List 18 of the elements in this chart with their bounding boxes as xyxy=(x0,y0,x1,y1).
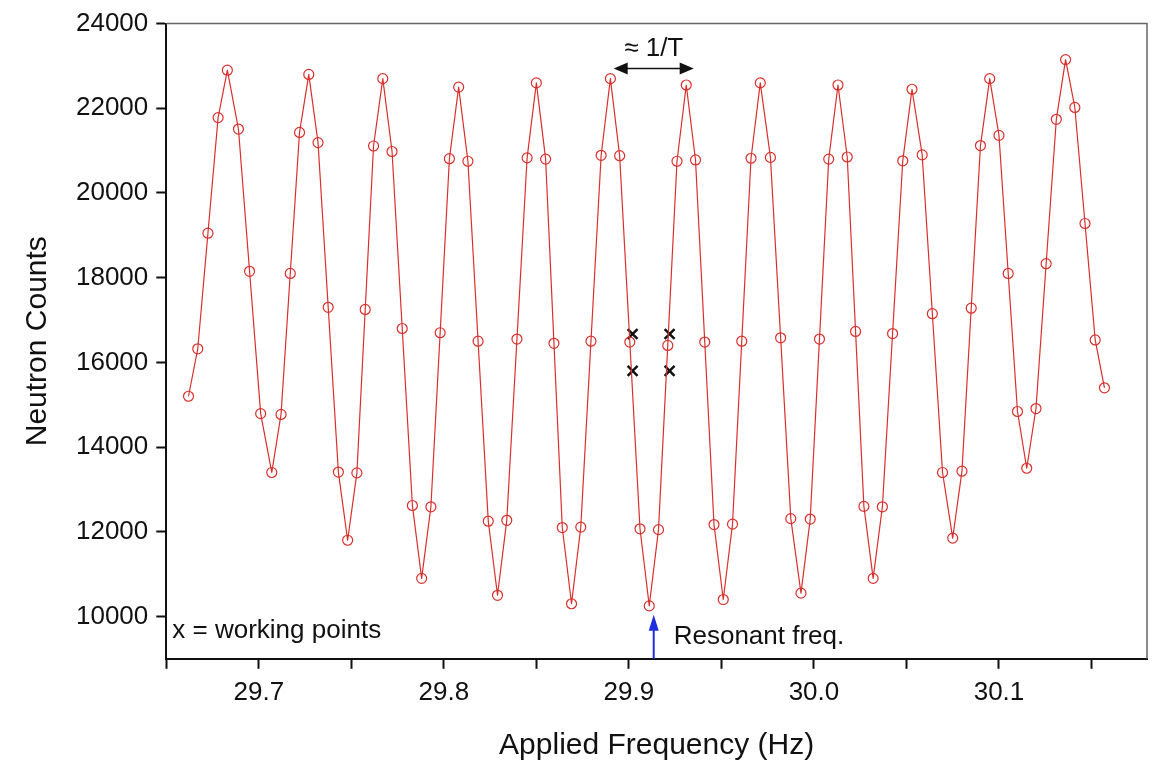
y-tick-label: 12000 xyxy=(75,514,149,545)
y-tick-label: 16000 xyxy=(75,345,149,376)
x-axis-title: Applied Frequency (Hz) xyxy=(499,727,815,761)
x-tick-label: 29.7 xyxy=(233,675,285,706)
annotation: x = working points xyxy=(172,613,382,644)
x-tick-label: 30.1 xyxy=(973,675,1025,706)
y-tick-label: 22000 xyxy=(75,91,149,122)
x-tick-label: 29.9 xyxy=(603,675,655,706)
y-tick-label: 20000 xyxy=(75,176,149,207)
y-axis-title: Neutron Counts xyxy=(19,236,53,447)
annotation: ≈ 1/T xyxy=(624,31,684,62)
y-tick-label: 10000 xyxy=(75,599,149,630)
y-tick-label: 14000 xyxy=(75,430,149,461)
y-tick-label: 18000 xyxy=(75,260,149,291)
annotation: Resonant freq. xyxy=(673,619,845,650)
x-tick-label: 29.8 xyxy=(418,675,470,706)
x-tick-label: 30.0 xyxy=(788,675,840,706)
y-tick-label: 24000 xyxy=(75,6,149,37)
